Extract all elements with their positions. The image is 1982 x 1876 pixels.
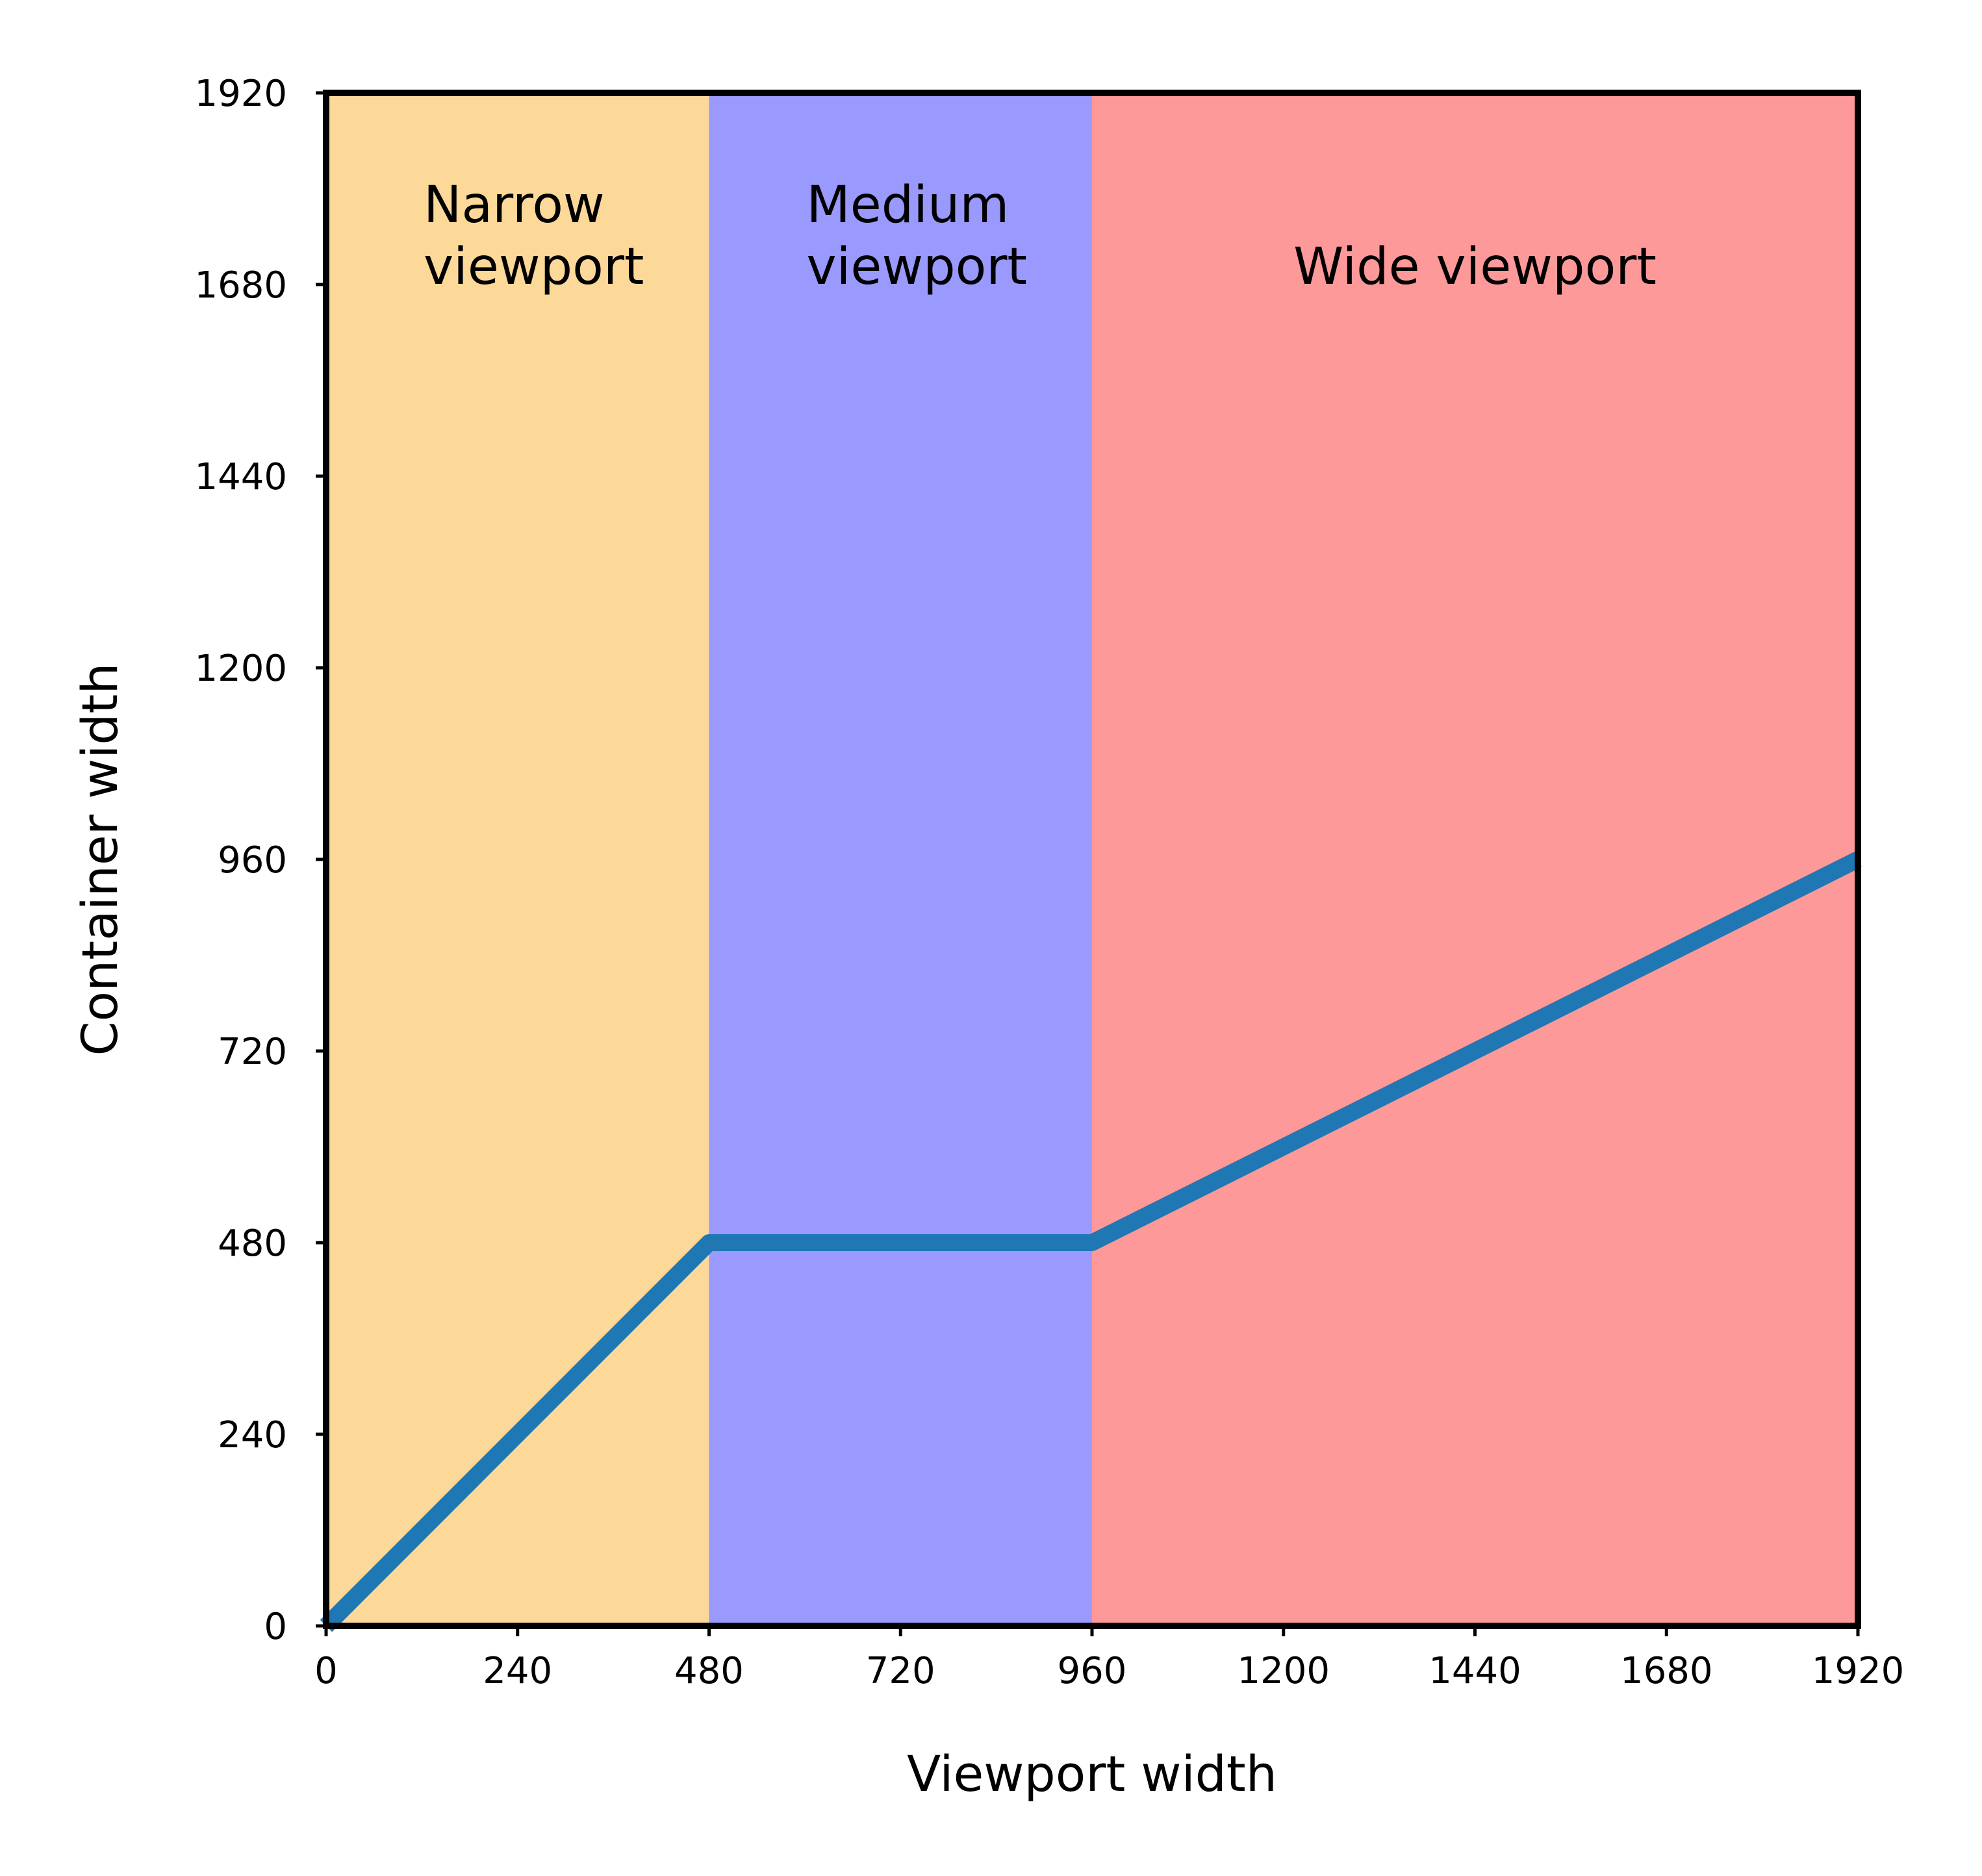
x-tick-label-4: 960 bbox=[1058, 1650, 1127, 1692]
y-tick-label-8: 1920 bbox=[194, 73, 287, 115]
y-tick-label-0: 0 bbox=[264, 1606, 287, 1648]
region-label-0-line-1: viewport bbox=[424, 238, 644, 296]
series-line-0 bbox=[320, 852, 1862, 1632]
y-tick-label-2: 480 bbox=[218, 1223, 287, 1265]
y-tick-label-7: 1680 bbox=[194, 264, 287, 307]
series-layer bbox=[320, 852, 1862, 1632]
x-tick-label-7: 1680 bbox=[1620, 1650, 1713, 1692]
regions-layer bbox=[326, 93, 1858, 1626]
x-tick-label-8: 1920 bbox=[1812, 1650, 1905, 1692]
x-tick-label-3: 720 bbox=[866, 1650, 935, 1692]
x-tick-label-1: 240 bbox=[483, 1650, 552, 1692]
y-tick-label-3: 720 bbox=[218, 1031, 287, 1073]
region-label-2-line-0: Wide viewport bbox=[1293, 238, 1657, 296]
ticks-layer: 0 240 480 720 960 1200 1440 1680 1920 0 240 480 720 9… bbox=[194, 73, 1904, 1692]
x-axis-label: Viewport width bbox=[907, 1745, 1277, 1803]
region-band-1 bbox=[709, 93, 1092, 1626]
region-label-1-line-0: Medium bbox=[807, 176, 1010, 234]
region-band-2 bbox=[1092, 93, 1858, 1626]
x-tick-label-2: 480 bbox=[674, 1650, 744, 1692]
y-tick-label-4: 960 bbox=[218, 839, 287, 881]
x-tick-label-5: 1200 bbox=[1237, 1650, 1330, 1692]
region-label-1-line-1: viewport bbox=[807, 238, 1028, 296]
y-tick-label-5: 1200 bbox=[194, 648, 287, 690]
y-tick-label-1: 240 bbox=[218, 1414, 287, 1456]
y-axis-label: Container width bbox=[71, 663, 129, 1056]
y-tick-label-6: 1440 bbox=[194, 456, 287, 498]
region-band-0 bbox=[326, 93, 709, 1626]
region-label-0-line-0: Narrow bbox=[424, 176, 605, 234]
x-tick-label-6: 1440 bbox=[1429, 1650, 1521, 1692]
x-tick-label-0: 0 bbox=[314, 1650, 338, 1692]
